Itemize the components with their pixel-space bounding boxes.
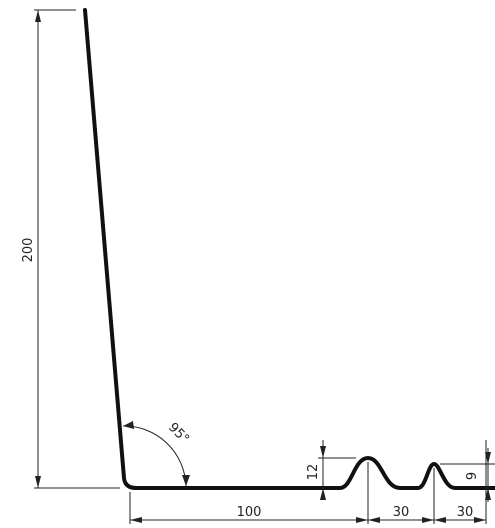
sheet-profile [83, 8, 495, 490]
ridge-1-arrow-bottom [320, 488, 326, 500]
height-dimension: 200 [21, 9, 120, 489]
base-length-label: 100 [237, 505, 262, 520]
ridge-1-height-label: 12 [306, 464, 321, 481]
base-arrow-right [356, 517, 368, 523]
base-arrow-left [130, 517, 142, 523]
height-dimension-label: 200 [21, 238, 36, 263]
angle-arrow-start [123, 421, 134, 429]
pitch-2-arrow-right [474, 517, 486, 523]
angle-dimension: 95° [122, 420, 192, 487]
angle-arc [122, 425, 187, 487]
height-arrow-top [35, 10, 41, 22]
ridge-2-arrow-bottom [485, 488, 491, 500]
pitch-2-arrow-left [434, 517, 446, 523]
pitch-1-arrow-left [368, 517, 380, 523]
angle-arrow-end [182, 475, 190, 486]
ridge-2-height-dimension: 9 [440, 448, 495, 502]
pitch-2-label: 30 [457, 505, 474, 520]
ridge-1-height-dimension: 12 [306, 440, 356, 500]
ridge-1-arrow-top [320, 446, 326, 458]
pitch-1-label: 30 [393, 505, 410, 520]
ridge-2-height-label: 9 [465, 472, 480, 480]
angle-dimension-label: 95° [165, 420, 192, 447]
horizontal-dimensions: 100 30 30 [129, 440, 487, 524]
height-arrow-bottom [35, 476, 41, 488]
pitch-1-arrow-right [422, 517, 434, 523]
ridge-2-arrow-top [485, 452, 491, 464]
